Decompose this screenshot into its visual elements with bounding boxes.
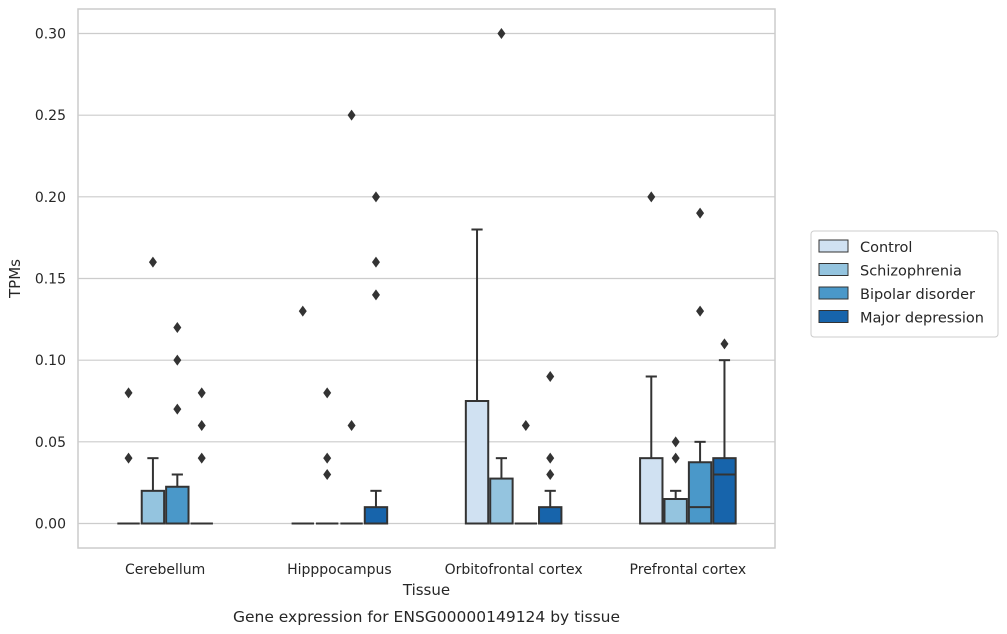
x-tick-labels: Cerebellum Hipppocampus Orbitofrontal cort… <box>125 562 746 578</box>
outlier-point <box>148 256 157 268</box>
legend-label: Schizophrenia <box>860 264 962 280</box>
outlier-point <box>497 28 506 39</box>
legend-swatch <box>818 286 849 300</box>
box-major-depression-cerebellum <box>190 387 213 525</box>
legend-label: Major depression <box>860 311 984 327</box>
box-body <box>687 461 713 525</box>
box-schizophrenia-orbitofrontal-cortex <box>489 28 514 525</box>
box-body <box>538 506 563 525</box>
grid-lines <box>78 32 775 525</box>
outlier-point <box>696 207 705 219</box>
box-body <box>639 457 664 525</box>
box-body <box>165 485 190 525</box>
box-bipolar-disorder-orbitofrontal-cortex <box>514 420 538 525</box>
legend: Control Schizophrenia Bipolar disorder Majo… <box>810 230 999 338</box>
x-tick-label: Hipppocampus <box>287 562 392 578</box>
outlier-point <box>173 322 182 333</box>
outlier-point <box>347 420 356 431</box>
box-bipolar-disorder-prefrontal-cortex <box>687 207 713 525</box>
legend-swatch <box>818 263 849 276</box>
box-schizophrenia-prefrontal-cortex <box>663 436 688 525</box>
box-major-depression-prefrontal-cortex <box>712 338 737 525</box>
box-control-hipppocampus <box>291 305 314 525</box>
y-tick-label: 0.25 <box>35 108 66 124</box>
box-major-depression-orbitofrontal-cortex <box>538 371 563 525</box>
legend-label: Control <box>860 240 912 256</box>
outlier-point <box>696 305 705 317</box>
outlier-point <box>173 354 182 366</box>
outlier-point <box>173 403 182 415</box>
outlier-point <box>371 191 380 203</box>
x-tick-label: Prefrontal cortex <box>630 562 747 578</box>
outlier-point <box>671 452 680 464</box>
box-control-cerebellum <box>117 387 140 525</box>
outlier-point <box>546 469 555 480</box>
legend-label: Bipolar disorder <box>860 287 975 303</box>
box-control-prefrontal-cortex <box>639 191 664 525</box>
outlier-point <box>197 387 206 399</box>
box-control-orbitofrontal-cortex <box>464 228 490 525</box>
y-tick-label: 0.00 <box>35 517 66 533</box>
box-body <box>663 498 688 525</box>
outlier-point <box>546 371 555 382</box>
legend-frame <box>810 230 999 338</box>
outlier-point <box>323 469 332 480</box>
chart-caption: Gene expression for ENSG00000149124 by t… <box>233 608 620 626</box>
box-body <box>140 489 166 525</box>
x-tick-label: Orbitofrontal cortex <box>445 562 583 578</box>
box-schizophrenia-cerebellum <box>140 256 166 525</box>
y-tick-labels: 0.00 0.05 0.10 0.15 0.20 0.25 0.30 <box>35 27 66 533</box>
y-tick-label: 0.05 <box>35 435 66 451</box>
outlier-point <box>124 452 133 464</box>
outlier-point <box>647 191 656 203</box>
outlier-point <box>323 387 332 399</box>
box-body <box>712 457 737 525</box>
box-body <box>363 506 389 525</box>
x-axis-label: Tissue <box>402 581 450 599</box>
outlier-point <box>521 420 530 431</box>
box-groups <box>117 28 737 525</box>
outlier-point <box>720 338 729 350</box>
x-tick-label: Cerebellum <box>125 562 205 578</box>
outlier-point <box>671 436 680 448</box>
outlier-point <box>197 452 206 464</box>
outlier-point <box>371 256 380 268</box>
box-body <box>489 477 514 525</box>
outlier-point <box>323 452 332 464</box>
box-bipolar-disorder-hipppocampus <box>340 109 363 525</box>
y-tick-label: 0.15 <box>35 272 66 288</box>
legend-swatch <box>818 239 849 253</box>
y-axis-label: TPMs <box>6 259 24 299</box>
outlier-point <box>347 109 356 121</box>
outlier-point <box>124 387 133 399</box>
box-bipolar-disorder-cerebellum <box>165 322 190 525</box>
plot-frame <box>77 8 776 549</box>
y-tick-label: 0.10 <box>35 353 66 369</box>
legend-swatch <box>818 310 849 323</box>
y-tick-label: 0.30 <box>35 27 66 43</box>
outlier-point <box>197 420 206 431</box>
outlier-point <box>546 452 555 464</box>
box-schizophrenia-hipppocampus <box>315 387 339 525</box>
outlier-point <box>298 305 307 317</box>
y-tick-label: 0.20 <box>35 190 66 206</box>
box-body <box>464 400 490 525</box>
outlier-point <box>371 289 380 301</box>
box-major-depression-hipppocampus <box>363 191 389 525</box>
